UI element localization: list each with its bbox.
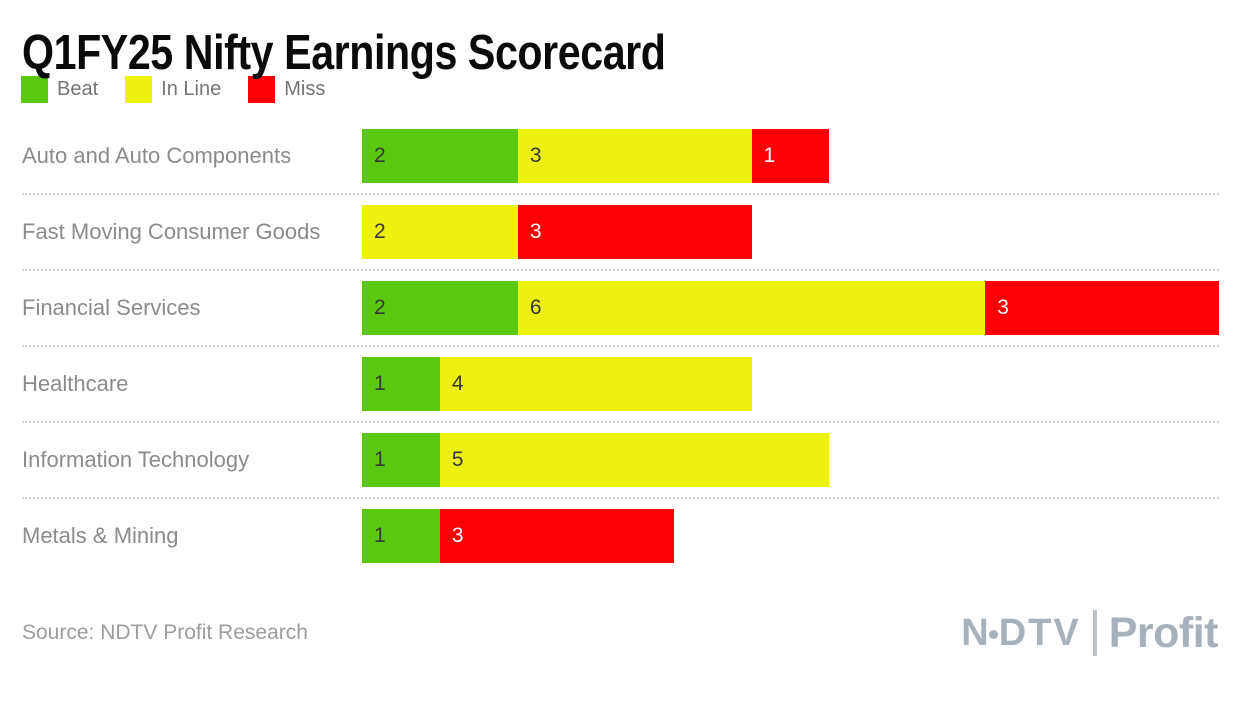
page-title: Q1FY25 Nifty Earnings Scorecard [22, 26, 666, 80]
row-separator [22, 193, 1219, 195]
profit-logo-text: Profit [1108, 608, 1219, 657]
bar-segment-miss: 3 [439, 509, 674, 563]
bar-segment-inline: 4 [439, 357, 752, 411]
bar-segment-inline: 2 [362, 205, 518, 259]
bar-segment-beat: 1 [362, 357, 440, 411]
category-label: Healthcare [22, 371, 129, 396]
bar-segment-beat: 1 [362, 433, 440, 487]
logo-divider [1092, 610, 1097, 656]
chart-rows: Auto and Auto Components 2 3 1 Fast Moving C… [0, 129, 1240, 563]
bar-segment-miss: 3 [985, 281, 1219, 335]
legend-item-inline: In Line [125, 75, 222, 103]
legend-item-beat: Beat [21, 75, 99, 103]
row-separator [22, 345, 1219, 347]
source-text: Source: NDTV Profit Research [22, 621, 308, 644]
inline-swatch-icon [125, 75, 153, 103]
row-separator [22, 497, 1219, 499]
miss-swatch-icon [248, 75, 276, 103]
row-separator [22, 421, 1219, 423]
ndtv-logo-dtv: DTV [998, 611, 1081, 654]
bar-segment-beat: 2 [362, 281, 518, 335]
bar-segment-miss: 3 [517, 205, 752, 259]
footer: Source: NDTV Profit Research N DTV Profit [0, 607, 1240, 659]
bar-segment-inline: 6 [517, 281, 986, 335]
legend-item-miss: Miss [248, 75, 326, 103]
category-label: Fast Moving Consumer Goods [22, 219, 321, 244]
chart-row: Healthcare 1 4 [0, 357, 1240, 411]
legend-label: In Line [161, 77, 222, 100]
bar-segment-beat: 1 [362, 509, 440, 563]
bar-segment-miss: 1 [751, 129, 830, 183]
chart-row: Information Technology 1 5 [0, 433, 1240, 487]
chart-row: Financial Services 2 6 3 [0, 281, 1240, 335]
bar-segment-inline: 5 [439, 433, 830, 487]
category-label: Financial Services [22, 295, 201, 320]
bar-segment-beat: 2 [362, 129, 518, 183]
chart-row: Auto and Auto Components 2 3 1 [0, 129, 1240, 183]
category-label: Information Technology [22, 447, 250, 472]
legend-label: Miss [284, 77, 326, 100]
ndtv-profit-logo: N DTV Profit [961, 609, 1218, 658]
chart-row: Fast Moving Consumer Goods 2 3 [0, 205, 1240, 259]
beat-swatch-icon [21, 75, 48, 103]
ndtv-logo-dot-icon [988, 629, 998, 639]
legend: Beat In Line Miss [21, 75, 1240, 103]
bar-segment-inline: 3 [517, 129, 752, 183]
legend-label: Beat [57, 77, 99, 100]
category-label: Auto and Auto Components [22, 143, 292, 168]
row-separator [22, 269, 1219, 271]
ndtv-logo-n: N [961, 611, 991, 654]
chart-row: Metals & Mining 1 3 [0, 509, 1240, 563]
category-label: Metals & Mining [22, 523, 179, 548]
ndtv-logo-text: N DTV [961, 612, 1080, 655]
